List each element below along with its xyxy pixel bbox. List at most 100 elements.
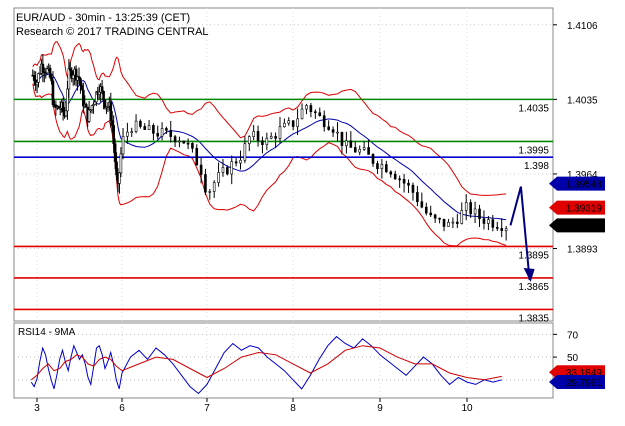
candle-body bbox=[79, 77, 82, 86]
candle-body bbox=[199, 164, 203, 175]
candle-body bbox=[322, 115, 326, 128]
candle-body bbox=[252, 131, 255, 137]
candle-body bbox=[50, 76, 53, 82]
price-tag-blue bbox=[549, 176, 605, 191]
candle-body bbox=[121, 135, 125, 155]
rsi-axis-label: 70 bbox=[567, 330, 579, 341]
candle-body bbox=[460, 210, 464, 224]
candle-body bbox=[48, 67, 52, 78]
candle-body bbox=[82, 89, 85, 107]
candle-body bbox=[398, 178, 401, 181]
candle-body bbox=[32, 75, 36, 81]
candle-body bbox=[169, 130, 173, 137]
price-axis-label: 1.4035 bbox=[567, 95, 598, 106]
scenario-arrow bbox=[509, 186, 535, 283]
candle-body bbox=[416, 192, 419, 202]
time-axis: 3 6 7 8 9 10 bbox=[34, 398, 473, 414]
price-axis: 1.4106 1.4035 1.3964 1.3893 70 50 bbox=[553, 21, 598, 364]
candle-body bbox=[420, 201, 424, 208]
candle-body bbox=[71, 74, 75, 79]
candle-body bbox=[239, 159, 242, 164]
scenario-arrow-head bbox=[523, 268, 535, 283]
candle-body bbox=[389, 171, 393, 175]
candle-body bbox=[487, 219, 490, 224]
candle-body bbox=[402, 179, 406, 184]
candle-body bbox=[265, 137, 269, 145]
candle-body bbox=[110, 120, 114, 126]
candle-body bbox=[113, 143, 117, 163]
level-label-support: 1.3895 bbox=[518, 250, 549, 261]
price-tag-black bbox=[549, 218, 605, 233]
candle-body bbox=[173, 136, 177, 143]
price-tag-blue bbox=[549, 375, 605, 390]
candle-body bbox=[269, 136, 273, 139]
candle-body bbox=[156, 133, 160, 137]
candle-body bbox=[165, 128, 168, 131]
price-panel-frame bbox=[13, 7, 554, 322]
candle-body bbox=[212, 182, 216, 192]
candle-body bbox=[331, 129, 335, 133]
candle-body bbox=[90, 105, 94, 111]
candle-body bbox=[103, 99, 107, 109]
time-axis-label: 8 bbox=[290, 403, 296, 414]
candle-body bbox=[336, 131, 339, 134]
candle-body bbox=[438, 217, 441, 220]
candle-body bbox=[100, 86, 104, 92]
candle-body bbox=[139, 120, 142, 127]
candle-body bbox=[186, 142, 190, 145]
rsi-ma-line bbox=[30, 345, 502, 381]
candle-body bbox=[407, 182, 410, 186]
candle-body bbox=[283, 122, 286, 128]
bollinger-lower bbox=[32, 83, 507, 247]
candle-body bbox=[473, 208, 477, 215]
candle-body bbox=[376, 163, 379, 170]
level-label-resistance: 1.4035 bbox=[518, 103, 549, 114]
candle-body bbox=[152, 125, 155, 134]
time-axis-label: 6 bbox=[119, 403, 125, 414]
candle-body bbox=[451, 221, 455, 224]
candle-body bbox=[274, 136, 277, 139]
candle-body bbox=[442, 218, 446, 227]
candle-body bbox=[234, 161, 238, 164]
candle-body bbox=[456, 221, 459, 224]
support-resistance-levels: 1.4035 1.3995 1.398 1.3895 1.3865 1.3835 bbox=[14, 98, 553, 324]
chart-subtitle: Research © 2017 TRADING CENTRAL bbox=[16, 26, 209, 38]
candle-body bbox=[230, 161, 234, 175]
price-tag-label: 29.7961 bbox=[566, 378, 603, 389]
candle-body bbox=[327, 126, 330, 130]
candle-body bbox=[115, 161, 118, 176]
candle-body bbox=[67, 68, 71, 90]
candle-body bbox=[80, 85, 84, 91]
candle-body bbox=[102, 90, 105, 101]
level-label-pivot: 1.398 bbox=[524, 161, 549, 172]
rsi-lines bbox=[30, 335, 502, 395]
candle-body bbox=[345, 140, 348, 146]
rsi-axis-label: 50 bbox=[567, 353, 579, 364]
candle-body bbox=[318, 112, 322, 116]
price-axis-label: 1.3964 bbox=[567, 170, 598, 181]
candle-body bbox=[93, 101, 97, 105]
price-axis-label: 1.4106 bbox=[567, 21, 598, 32]
time-axis-label: 7 bbox=[204, 403, 210, 414]
candle-body bbox=[118, 172, 121, 184]
candle-body bbox=[291, 120, 295, 127]
rsi-panel-title: RSI14 - 9MA bbox=[18, 327, 76, 338]
candle-body bbox=[349, 140, 353, 148]
candle-body bbox=[300, 108, 304, 120]
candle-body bbox=[195, 147, 199, 166]
candle-body bbox=[112, 125, 115, 144]
candle-body bbox=[160, 128, 164, 137]
candle-body bbox=[204, 174, 207, 193]
candle-body bbox=[464, 202, 468, 211]
candle-body bbox=[380, 164, 384, 170]
candle-body bbox=[74, 68, 78, 81]
candle-body bbox=[182, 140, 186, 144]
candle-body bbox=[491, 219, 495, 228]
candle-body bbox=[385, 164, 388, 173]
candle-body bbox=[362, 147, 366, 150]
candle-body bbox=[126, 131, 129, 137]
candle-body bbox=[305, 105, 308, 110]
candle-body bbox=[143, 126, 147, 130]
